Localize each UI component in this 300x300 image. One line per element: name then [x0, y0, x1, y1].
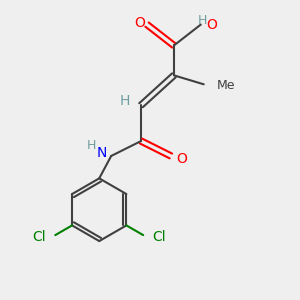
Text: O: O	[134, 16, 145, 30]
Text: N: N	[97, 146, 107, 160]
Text: H: H	[119, 94, 130, 108]
Text: O: O	[176, 152, 187, 166]
Text: H: H	[198, 14, 207, 27]
Text: Cl: Cl	[33, 230, 46, 244]
Text: H: H	[87, 139, 97, 152]
Text: Cl: Cl	[152, 230, 166, 244]
Text: O: O	[206, 18, 217, 32]
Text: Me: Me	[217, 79, 236, 92]
